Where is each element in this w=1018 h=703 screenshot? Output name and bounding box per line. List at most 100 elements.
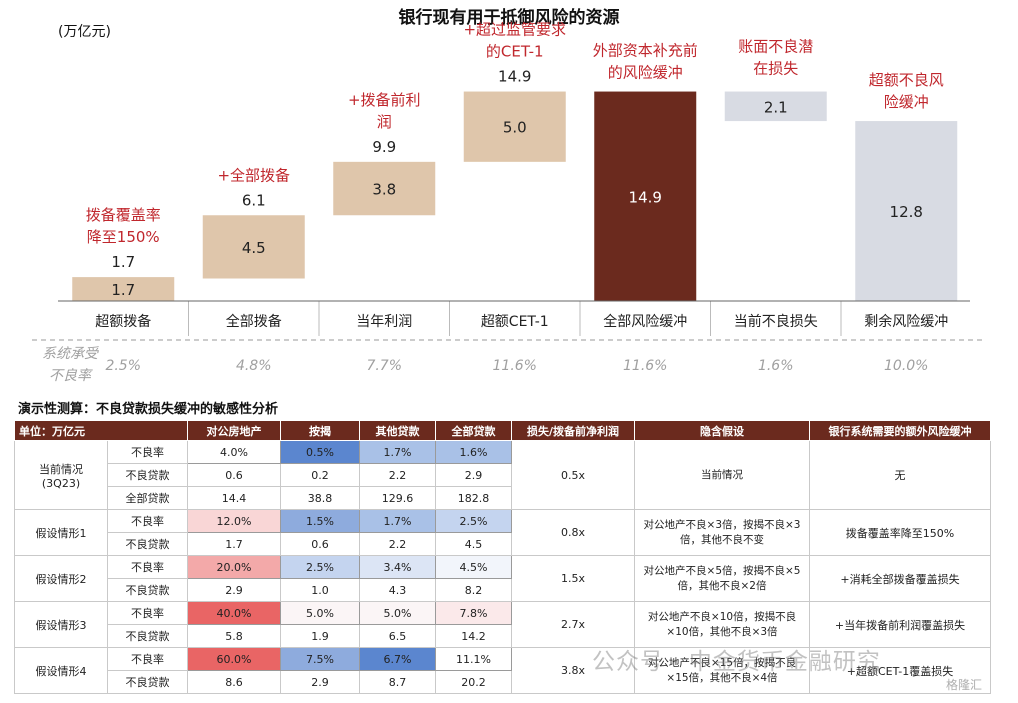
category-label-2: 全部拨备 — [226, 313, 282, 330]
buffer-cell: +消耗全部拨备覆盖损失 — [809, 555, 991, 602]
table-cell: 129.6 — [359, 486, 436, 510]
loss-ratio-cell: 0.5x — [511, 440, 635, 510]
table-cell: 14.4 — [187, 486, 281, 510]
bar-total-label-2: 6.1 — [242, 191, 266, 209]
table-row: 假设情形1 不良率 12.0% 1.5% 1.7% 2.5% 0.8x 对公地产不良×3倍，按… — [14, 509, 991, 556]
category-label-6: 当前不良损失 — [734, 313, 818, 330]
scenario-name: 假设情形2 — [14, 555, 108, 602]
table-cell: 1.0 — [280, 578, 360, 602]
table-cell: 5.0% — [359, 601, 436, 625]
table-cell: 2.5% — [280, 555, 360, 579]
bar-1 — [72, 277, 175, 301]
table-cell: 8.7 — [359, 670, 436, 694]
npl-row-label-1: 系统承受 — [42, 346, 99, 362]
npl-rate-7: 10.0% — [884, 358, 928, 374]
table-cell: 0.5% — [280, 440, 360, 464]
table-cell: 2.9 — [435, 463, 512, 487]
row-label: 不良率 — [107, 440, 188, 464]
row-label: 不良率 — [107, 647, 188, 671]
annotation-1-line-2: 降至150% — [87, 228, 160, 246]
table-cell: 4.5 — [435, 532, 512, 556]
header-cell-7: 损失/拨备前净利润 — [511, 420, 635, 441]
npl-rate-6: 1.6% — [758, 358, 794, 374]
table-cell: 4.0% — [187, 440, 281, 464]
bar-4 — [463, 91, 566, 162]
header-cell-9: 银行系统需要的额外风险缓冲 — [809, 420, 991, 441]
row-label: 不良贷款 — [107, 670, 188, 694]
table-cell: 1.5% — [280, 509, 360, 533]
table-row: 不良贷款 8.6 2.9 8.7 20.2 — [15, 670, 991, 694]
header-cell-8: 隐含假设 — [634, 420, 810, 441]
table-cell: 38.8 — [280, 486, 360, 510]
chart-title: 银行现有用于抵御风险的资源 — [399, 7, 620, 28]
npl-rate-3: 7.7% — [366, 358, 402, 374]
table-cell: 2.2 — [359, 532, 436, 556]
table-row: 假设情形2 不良率 20.0% 2.5% 3.4% 4.5% 1.5x 对公地产不良×5倍，按… — [14, 555, 991, 602]
category-label-1: 超额拨备 — [95, 313, 151, 330]
table-header-row: 单位：万亿元 对公房地产 按揭 其他贷款 全部贷款 损失/拨备前净利润 隐含假设 银行系统需要… — [14, 420, 991, 441]
annotation-4-line-1: +超过监管要求 — [463, 21, 566, 39]
npl-rate-4: 11.6% — [493, 358, 537, 374]
table-cell: 182.8 — [435, 486, 512, 510]
buffer-cell: +超额CET-1覆盖损失 — [809, 647, 991, 694]
annotation-3-line-2: 润 — [377, 113, 392, 131]
loss-ratio-cell: 3.8x — [511, 647, 635, 694]
table-cell: 7.5% — [280, 647, 360, 671]
annotation-1-line-1: 拨备覆盖率 — [86, 206, 161, 224]
table-title: 演示性测算：不良贷款损失缓冲的敏感性分析 — [18, 402, 279, 417]
header-cell-4: 按揭 — [280, 420, 360, 441]
assumption-cell: 对公地产不良×5倍，按揭不良×5倍，其他不良×2倍 — [634, 555, 810, 602]
table-cell: 1.6% — [435, 440, 512, 464]
buffer-cell: 无 — [809, 440, 991, 510]
scenario-name: 当前情况 (3Q23) — [14, 440, 108, 510]
table-cell: 1.7% — [359, 509, 436, 533]
bar-value-label-6: 2.1 — [764, 98, 788, 116]
watermark-badge: 格隆汇 — [946, 678, 983, 692]
table-cell: 8.6 — [187, 670, 281, 694]
assumption-cell: 对公地产不良×15倍，按揭不良×15倍，其他不良×4倍 — [634, 647, 810, 694]
table-row: 当前情况 (3Q23) 不良率 4.0% 0.5% 1.7% 1.6% 0.5x 当前情况无 — [14, 440, 991, 510]
npl-rate-1: 2.5% — [105, 358, 141, 374]
row-label: 不良率 — [107, 555, 188, 579]
table-row: 全部贷款 14.4 38.8 129.6 182.8 — [15, 486, 991, 510]
loss-ratio-cell: 1.5x — [511, 555, 635, 602]
npl-rate-2: 4.8% — [236, 358, 272, 374]
table-cell: 2.9 — [280, 670, 360, 694]
watermark-text: 公众号 · 中金货币金融研究 — [592, 649, 881, 675]
header-cell-6: 全部贷款 — [435, 420, 512, 441]
assumption-cell: 对公地产不良×3倍，按揭不良×3倍，其他不良不变 — [634, 509, 810, 556]
table-cell: 8.2 — [435, 578, 512, 602]
table-cell: 14.2 — [435, 624, 512, 648]
category-label-7: 剩余风险缓冲 — [864, 313, 948, 330]
scenario-name: 假设情形1 — [14, 509, 108, 556]
category-label-4: 超额CET-1 — [481, 314, 549, 330]
table-row: 假设情形4 不良率 60.0% 7.5% 6.7% 11.1% 3.8x 对公地产不良×15倍… — [14, 647, 991, 694]
bar-total-label-3: 9.9 — [372, 138, 396, 156]
header-cell-3: 对公房地产 — [187, 420, 281, 441]
table-row: 不良贷款 2.9 1.0 4.3 8.2 — [15, 578, 991, 602]
table-cell: 0.6 — [187, 463, 281, 487]
table-cell: 2.2 — [359, 463, 436, 487]
bar-value-label-5: 14.9 — [629, 188, 662, 206]
table-cell: 3.4% — [359, 555, 436, 579]
table-cell: 12.0% — [187, 509, 281, 533]
table-cell: 2.9 — [187, 578, 281, 602]
buffer-cell: 拨备覆盖率降至150% — [809, 509, 991, 556]
annotation-7-line-1: 超额不良风 — [869, 71, 944, 89]
unit-label: (万亿元) — [58, 24, 111, 40]
annotation-6-line-2: 在损失 — [753, 60, 798, 78]
header-cell-5: 其他贷款 — [359, 420, 436, 441]
row-label: 不良贷款 — [107, 578, 188, 602]
table-cell: 5.0% — [280, 601, 360, 625]
npl-rate-5: 11.6% — [623, 358, 667, 374]
table-row: 假设情形3 不良率 40.0% 5.0% 5.0% 7.8% 2.7x 对公地产不良×10倍，… — [14, 601, 991, 648]
assumption-cell: 对公地产不良×10倍，按揭不良×10倍，其他不良×3倍 — [634, 601, 810, 648]
table-cell: 20.2 — [435, 670, 512, 694]
category-label-5: 全部风险缓冲 — [603, 313, 687, 330]
annotation-3-line-1: +拨备前利 — [348, 91, 421, 109]
sensitivity-table: 单位：万亿元 对公房地产 按揭 其他贷款 全部贷款 损失/拨备前净利润 隐含假设 银行系统需要… — [14, 420, 991, 694]
assumption-cell: 当前情况 — [634, 440, 810, 510]
bar-3 — [333, 161, 436, 216]
table-cell: 2.5% — [435, 509, 512, 533]
table-cell: 6.7% — [359, 647, 436, 671]
